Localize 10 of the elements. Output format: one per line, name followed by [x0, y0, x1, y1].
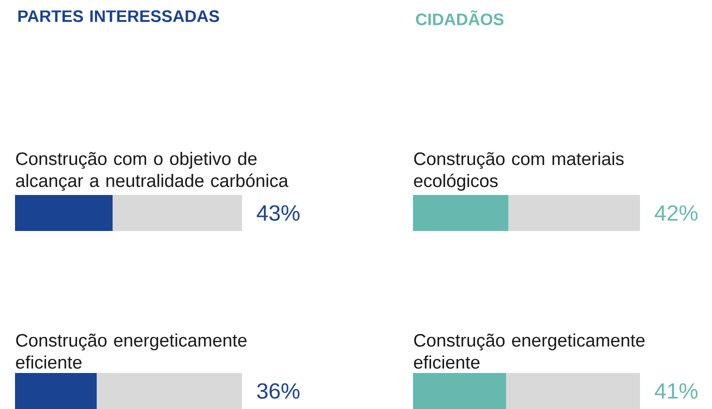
category-label: Construção com materiais ecológicos [414, 152, 624, 191]
data-label: 41% [654, 383, 698, 399]
data-label: 36% [257, 383, 300, 399]
category-label: Construção com o objetivo de alcançar a neutralidade carbónica [16, 152, 288, 191]
chart-title: PARTES INTERESSADAS [18, 10, 220, 22]
data-label: 42% [654, 205, 698, 221]
category-label: Construção energeticamente eficiente [414, 334, 645, 369]
chart-title: CIDADÃOS [416, 10, 504, 26]
data-label: 43% [256, 205, 300, 221]
category-label: Construção energeticamente eficiente [16, 334, 247, 369]
